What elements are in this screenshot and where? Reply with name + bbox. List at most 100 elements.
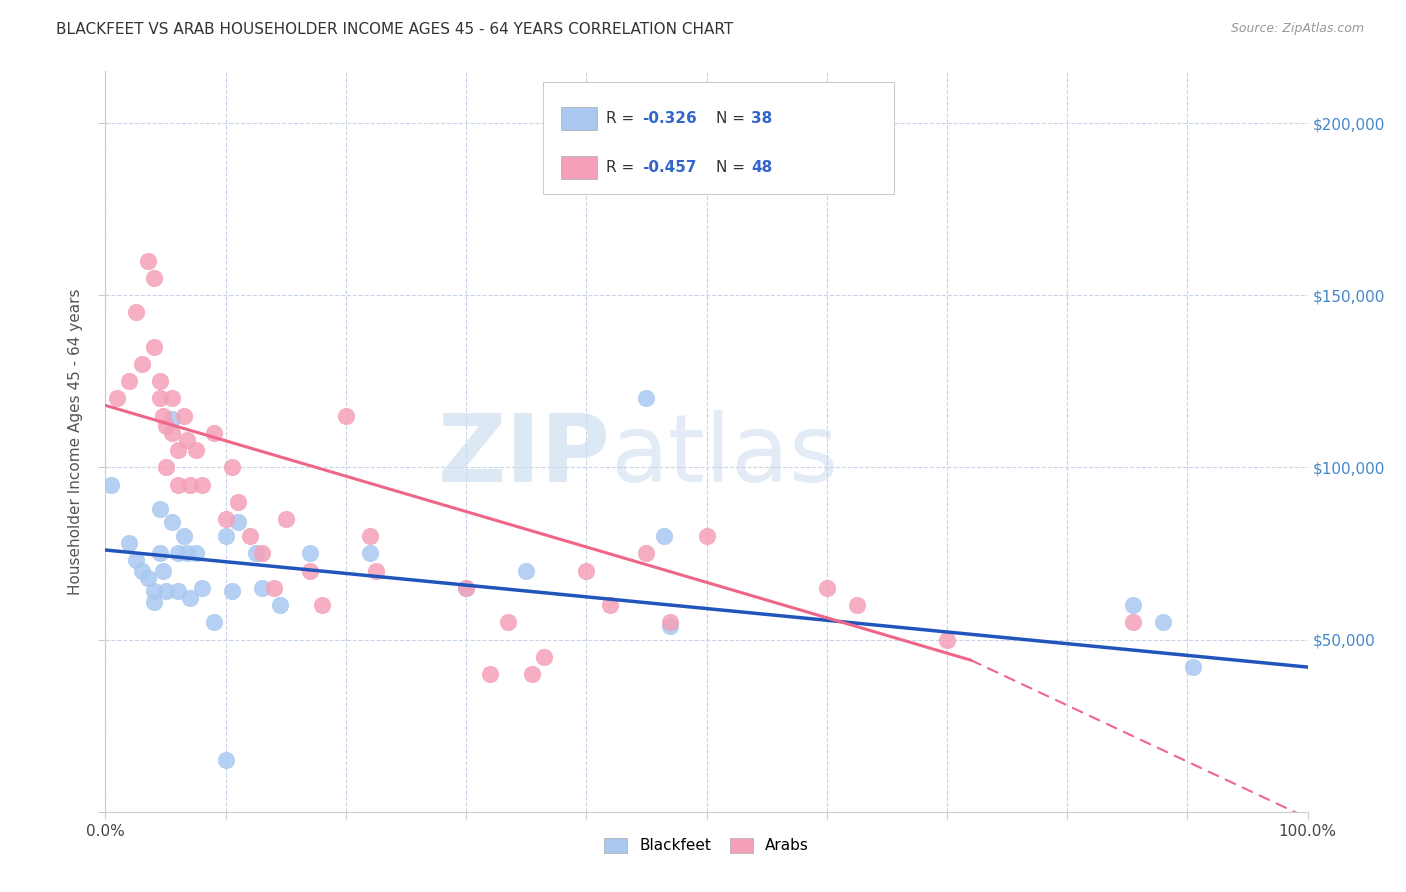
Point (1152, 615, 1174, 630)
Point (636, 546, 658, 560)
Point (148, 501, 170, 516)
Text: N =: N = (716, 111, 749, 126)
Point (124, 553, 146, 567)
Point (118, 374, 141, 388)
Point (479, 667, 502, 681)
Point (1122, 598, 1144, 612)
Y-axis label: Householder Income Ages 45 - 64 years: Householder Income Ages 45 - 64 years (67, 288, 83, 595)
Point (152, 564, 174, 578)
Point (936, 632, 959, 647)
Point (214, 512, 236, 526)
Point (155, 584, 177, 599)
Point (184, 546, 207, 560)
Text: BLACKFEET VS ARAB HOUSEHOLDER INCOME AGES 45 - 64 YEARS CORRELATION CHART: BLACKFEET VS ARAB HOUSEHOLDER INCOME AGE… (56, 22, 734, 37)
Point (1182, 660, 1205, 674)
Point (364, 564, 387, 578)
Point (454, 581, 477, 595)
Point (659, 615, 682, 630)
Point (335, 409, 357, 423)
Point (815, 581, 838, 595)
Legend: Blackfeet, Arabs: Blackfeet, Arabs (598, 831, 815, 860)
Point (131, 564, 153, 578)
Point (148, 374, 170, 388)
Point (136, 570, 159, 584)
Point (160, 392, 183, 406)
Point (845, 598, 868, 612)
Text: -0.457: -0.457 (641, 161, 696, 176)
Point (190, 581, 212, 595)
Point (575, 564, 598, 578)
Text: 38: 38 (751, 111, 772, 126)
Point (239, 529, 262, 543)
Point (160, 516, 183, 530)
Point (226, 516, 249, 530)
Point (515, 564, 537, 578)
Point (173, 409, 195, 423)
Text: atlas: atlas (610, 410, 838, 502)
Point (166, 584, 188, 599)
Point (599, 598, 621, 612)
Point (166, 443, 188, 458)
Text: -0.326: -0.326 (641, 111, 696, 126)
Point (166, 546, 188, 560)
Text: R =: R = (606, 111, 640, 126)
Point (298, 546, 321, 560)
Point (160, 412, 183, 426)
Point (118, 536, 141, 550)
Point (160, 425, 183, 440)
Point (142, 595, 165, 609)
Point (124, 305, 146, 319)
Point (142, 271, 165, 285)
Point (636, 392, 658, 406)
Point (107, 392, 129, 406)
Point (221, 584, 243, 599)
Point (155, 419, 177, 434)
Point (359, 529, 381, 543)
Text: N =: N = (716, 161, 749, 176)
Point (136, 253, 159, 268)
Text: Source: ZipAtlas.com: Source: ZipAtlas.com (1230, 22, 1364, 36)
Point (298, 564, 321, 578)
Point (173, 529, 195, 543)
Point (184, 443, 207, 458)
Point (226, 495, 249, 509)
Point (176, 546, 198, 560)
Point (221, 460, 243, 475)
Point (274, 512, 297, 526)
Point (533, 649, 555, 664)
Point (263, 581, 285, 595)
Text: R =: R = (606, 161, 640, 176)
Point (214, 529, 236, 543)
Point (190, 477, 212, 491)
Text: ZIP: ZIP (437, 410, 610, 502)
Point (202, 615, 225, 630)
Point (496, 615, 519, 630)
Point (250, 581, 273, 595)
Point (250, 546, 273, 560)
Point (155, 460, 177, 475)
Point (148, 392, 170, 406)
Point (245, 546, 267, 560)
Point (359, 546, 381, 560)
Point (142, 340, 165, 354)
Point (100, 477, 122, 491)
Point (1122, 615, 1144, 630)
Point (214, 753, 236, 767)
Point (522, 667, 544, 681)
Point (311, 598, 333, 612)
Point (176, 433, 198, 447)
Point (142, 584, 165, 599)
Point (202, 425, 225, 440)
Point (654, 529, 676, 543)
Point (131, 357, 153, 371)
Point (152, 409, 174, 423)
Point (179, 477, 201, 491)
Point (148, 546, 170, 560)
Point (659, 619, 682, 633)
Point (696, 529, 718, 543)
Point (269, 598, 291, 612)
Point (454, 581, 477, 595)
Text: 48: 48 (751, 161, 772, 176)
Point (166, 477, 188, 491)
Point (179, 591, 201, 606)
